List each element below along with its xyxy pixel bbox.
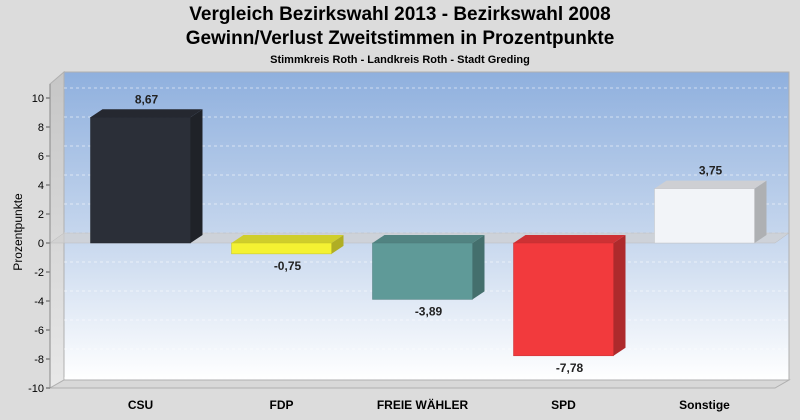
- x-tick-label: CSU: [128, 398, 153, 412]
- y-tick-label: -6: [34, 325, 44, 337]
- bar-side: [331, 235, 344, 254]
- x-tick-label: FREIE WÄHLER: [377, 397, 469, 412]
- chart-title: Vergleich Bezirkswahl 2013 - Bezirkswahl…: [189, 4, 611, 25]
- y-axis: 10 8 6 4 2 0 -2 -4 -6 -8 -10: [28, 84, 51, 395]
- y-tick-label: -2: [34, 267, 44, 279]
- data-label: -7,78: [556, 361, 584, 375]
- bar-top: [513, 235, 626, 243]
- y-tick-label: -4: [34, 296, 44, 308]
- data-label: 3,75: [699, 164, 723, 178]
- y-tick-label: -8: [34, 354, 44, 366]
- bars: 8,67 -0,75 -3,89 -7,78 3,75: [90, 92, 767, 375]
- data-label: 8,67: [135, 92, 159, 106]
- y-tick-label: 6: [38, 151, 44, 163]
- bar-side: [754, 180, 767, 243]
- bar-front: [372, 242, 473, 300]
- bar-front: [90, 117, 191, 244]
- x-axis: CSU FDP FREIE WÄHLER SPD Sonstige: [128, 397, 730, 412]
- data-label: -3,89: [415, 304, 443, 318]
- bar-sonstige: 3,75: [654, 164, 767, 244]
- bar-side: [613, 235, 626, 356]
- x-tick-label: FDP: [270, 398, 294, 412]
- bar-fdp: -0,75: [231, 235, 344, 273]
- bar-side: [472, 235, 485, 300]
- plot-side-wall: [49, 70, 65, 389]
- bar-front: [654, 188, 755, 244]
- y-tick-label: -10: [28, 383, 44, 395]
- chart-subsubtitle: Stimmkreis Roth - Landkreis Roth - Stadt…: [270, 54, 530, 66]
- chart-subtitle: Gewinn/Verlust Zweitstimmen in Prozentpu…: [185, 28, 615, 49]
- bar-top: [654, 180, 767, 189]
- y-axis-label: Prozentpunkte: [11, 193, 25, 271]
- plot-floor: [48, 379, 791, 389]
- y-tick-label: 8: [38, 122, 44, 134]
- y-tick-label: 2: [38, 209, 44, 221]
- bar-csu: 8,67: [90, 92, 203, 244]
- bar-front: [513, 242, 614, 357]
- bar-top: [90, 109, 203, 118]
- y-tick-label: 4: [38, 180, 44, 192]
- bar-front: [231, 242, 332, 255]
- bar-freie-w-hler: -3,89: [372, 235, 485, 318]
- bar-top: [231, 235, 344, 243]
- y-tick-label: 10: [32, 93, 44, 105]
- y-tick-label: 0: [38, 238, 44, 250]
- bar-spd: -7,78: [513, 235, 626, 375]
- x-tick-label: Sonstige: [679, 398, 730, 412]
- x-tick-label: SPD: [551, 398, 576, 412]
- bar-side: [190, 109, 203, 243]
- bar-top: [372, 235, 485, 243]
- data-label: -0,75: [274, 259, 302, 273]
